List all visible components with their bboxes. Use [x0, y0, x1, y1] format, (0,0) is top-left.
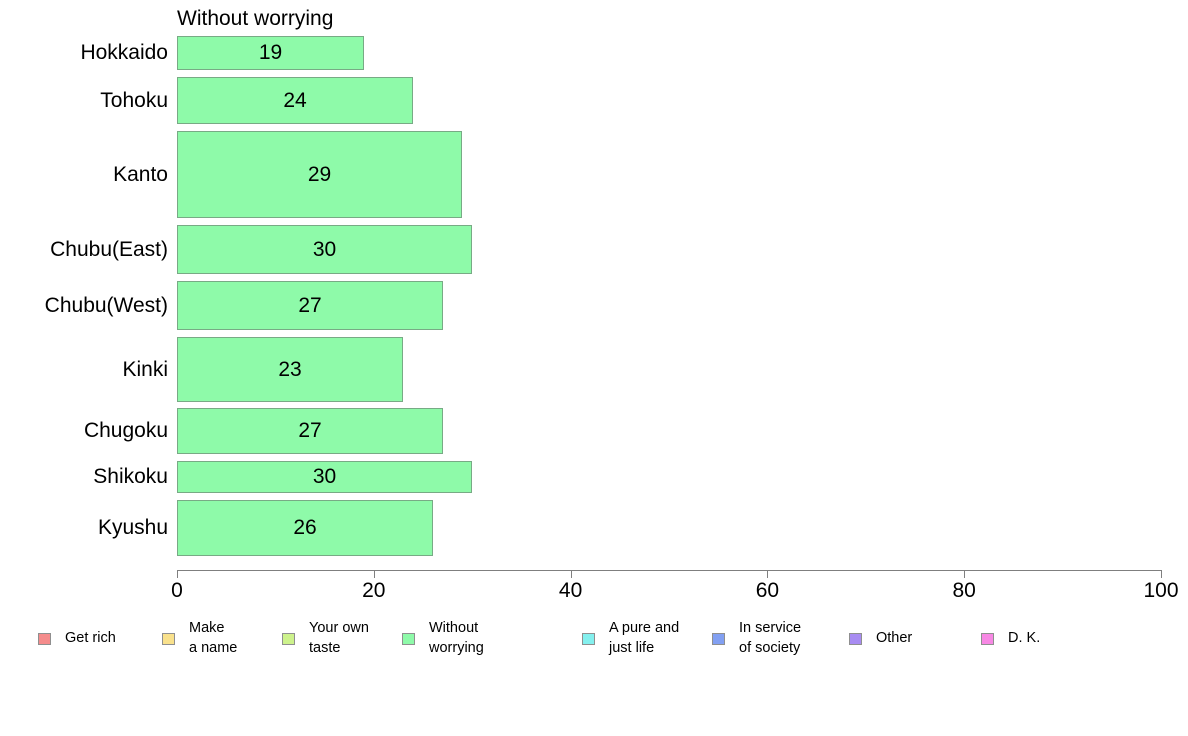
legend-label: D. K.: [1008, 630, 1041, 647]
category-label: Chugoku: [83, 419, 168, 442]
legend-label: A pure and just life: [609, 620, 680, 656]
legend-item: A pure and just life: [582, 616, 712, 662]
legend-swatch: [582, 633, 595, 645]
axis-tick-label: 80: [952, 579, 976, 602]
axis-tick: [964, 570, 966, 578]
category-label: Kyushu: [97, 516, 168, 539]
category-label: Tohoku: [100, 88, 168, 112]
bar-value-label: 29: [307, 162, 332, 186]
bar-value-label: 27: [298, 293, 322, 317]
category-label: Kanto: [113, 162, 168, 186]
category-label: Chubu(West): [44, 293, 168, 317]
legend-item: Without worrying: [402, 616, 582, 662]
category-label: Hokkaido: [80, 41, 168, 64]
bar-value-label: 30: [312, 465, 337, 488]
bar-value-label: 24: [283, 88, 307, 112]
axis-tick: [570, 570, 572, 578]
legend-swatch: [282, 633, 295, 645]
bar-value-label: 30: [312, 237, 337, 261]
bar: 23: [177, 337, 403, 402]
bar: 29: [177, 131, 462, 218]
bar-value-label: 23: [278, 357, 302, 381]
legend-item: Make a name: [162, 616, 282, 662]
axis-tick-label: 40: [558, 579, 583, 602]
legend-item: In service of society: [712, 616, 849, 662]
axis-tick-label: 60: [755, 579, 780, 602]
legend-label: Your own taste: [309, 620, 369, 656]
chart-title: Without worrying: [177, 7, 334, 30]
category-label: Kinki: [122, 357, 168, 381]
legend-swatch: [849, 633, 862, 645]
legend-item: Your own taste: [282, 616, 402, 662]
legend-label: In service of society: [739, 620, 802, 656]
bar: 24: [177, 77, 413, 124]
axis-tick-label: 20: [362, 579, 386, 602]
category-label: Chubu(East): [50, 237, 168, 261]
legend-label: Other: [876, 630, 913, 647]
legend-label: Get rich: [65, 630, 116, 647]
axis-tick-label: 100: [1143, 579, 1179, 602]
legend-swatch: [38, 633, 51, 645]
legend-swatch: [712, 633, 725, 645]
axis-tick-label: 0: [171, 579, 183, 602]
bar: 30: [177, 225, 472, 274]
axis-tick: [1161, 570, 1162, 578]
axis-tick: [767, 570, 769, 578]
axis-tick: [177, 570, 178, 578]
bar-value-label: 27: [298, 419, 322, 442]
legend-swatch: [981, 633, 994, 645]
bar: 19: [177, 36, 364, 70]
legend-label: Without worrying: [429, 620, 484, 656]
bar-value-label: 26: [293, 516, 317, 539]
bar: 30: [177, 461, 472, 493]
legend-item: Other: [849, 616, 981, 662]
bar: 27: [177, 408, 443, 454]
category-label: Shikoku: [93, 465, 168, 488]
axis-tick: [373, 570, 375, 578]
legend-item: Get rich: [38, 616, 162, 662]
legend-item: D. K.: [981, 616, 1040, 662]
legend-label: Make a name: [189, 620, 238, 656]
legend: Get rich Make a name Your own taste Without…: [38, 616, 1040, 662]
bar-value-label: 19: [258, 41, 283, 64]
legend-swatch: [162, 633, 175, 645]
legend-swatch: [402, 633, 415, 645]
bar: 27: [177, 281, 443, 330]
bar: 26: [177, 500, 433, 556]
x-axis-line: [177, 570, 1162, 571]
